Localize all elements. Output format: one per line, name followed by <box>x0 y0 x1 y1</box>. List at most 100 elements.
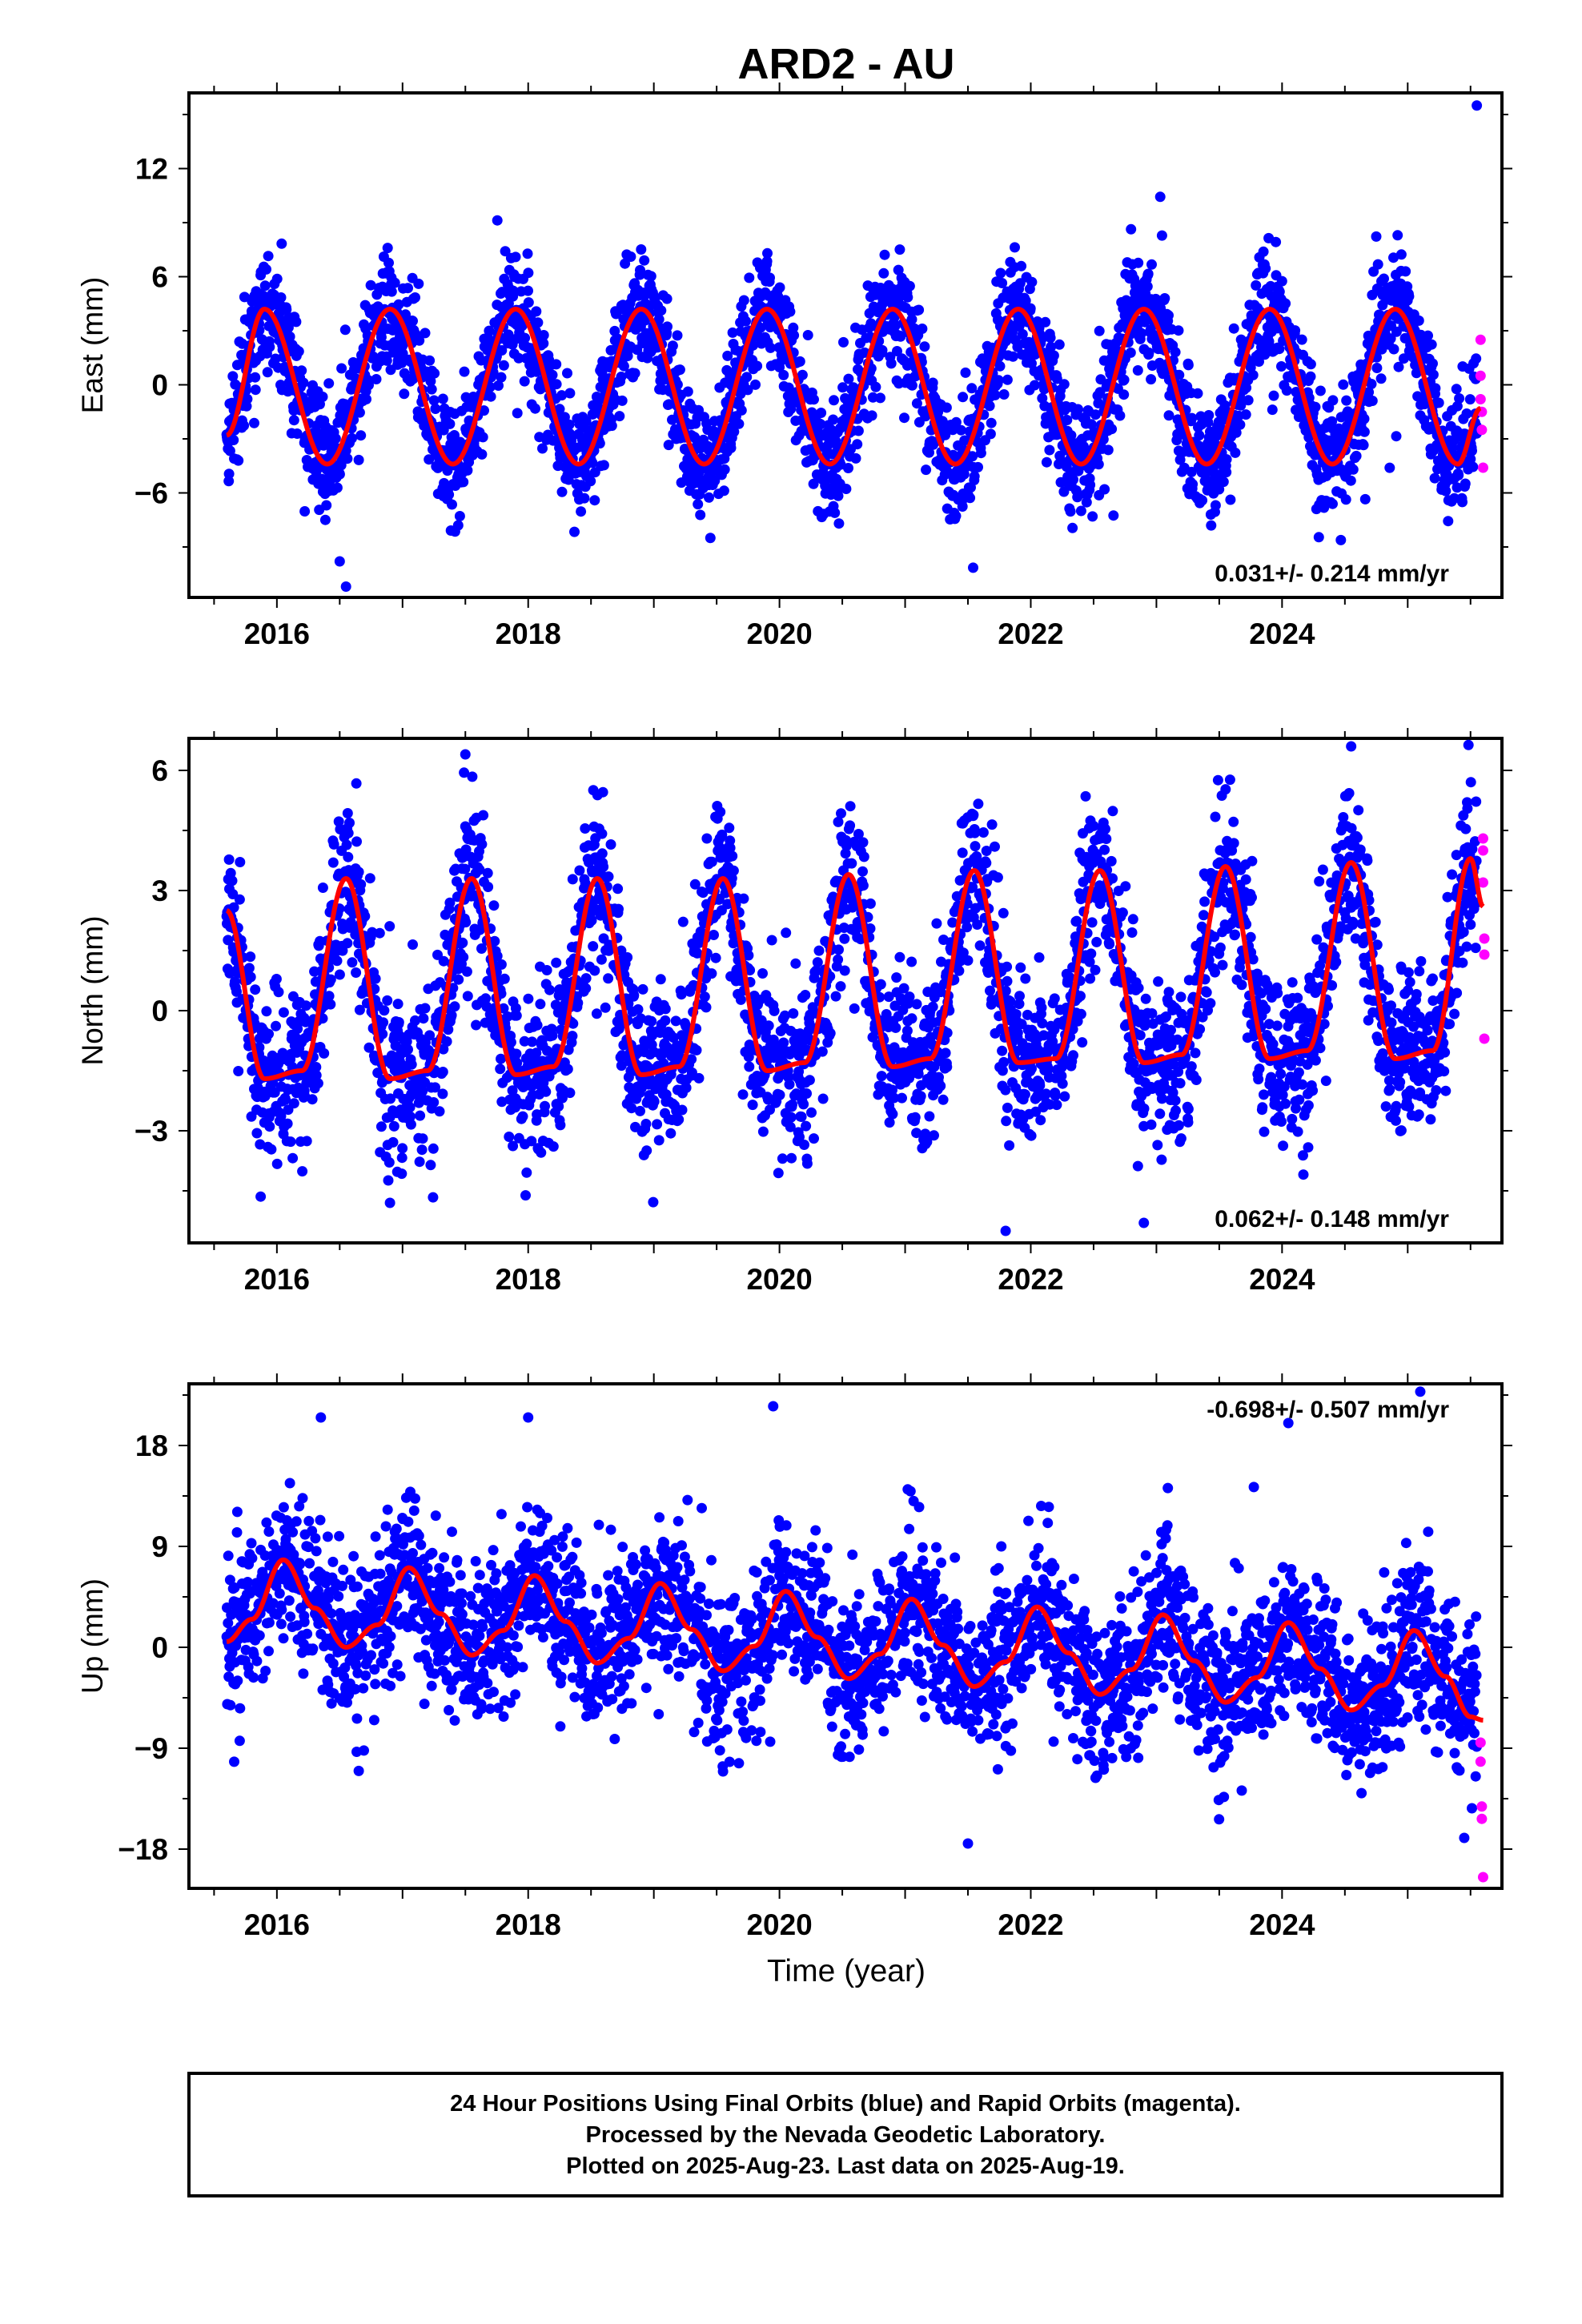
final-orbit-point <box>1451 384 1462 395</box>
final-orbit-point <box>1211 431 1222 442</box>
final-orbit-point <box>724 822 735 834</box>
final-orbit-point <box>333 816 344 827</box>
final-orbit-point <box>325 999 336 1010</box>
final-orbit-point <box>596 954 607 965</box>
final-orbit-point <box>741 316 751 327</box>
final-orbit-point <box>645 271 656 282</box>
final-orbit-point <box>484 381 496 392</box>
final-orbit-point <box>568 1018 579 1029</box>
final-orbit-point <box>1114 410 1126 421</box>
final-orbit-point <box>1156 230 1167 241</box>
final-orbit-point <box>319 514 331 525</box>
final-orbit-point <box>1281 385 1292 396</box>
final-orbit-point <box>339 324 351 336</box>
final-orbit-point <box>476 838 488 850</box>
final-orbit-point <box>458 476 469 488</box>
final-orbit-point <box>342 453 353 464</box>
final-orbit-point <box>646 1015 657 1027</box>
final-orbit-point <box>984 400 995 412</box>
final-orbit-point <box>598 460 609 471</box>
final-orbit-point <box>336 363 347 374</box>
final-orbit-point <box>512 408 523 419</box>
final-orbit-point <box>537 443 548 454</box>
final-orbit-point <box>606 420 617 432</box>
rapid-orbit-point <box>1475 334 1486 345</box>
final-orbit-point <box>917 324 928 334</box>
final-orbit-point <box>1020 296 1031 306</box>
final-orbit-point <box>510 251 521 263</box>
final-orbit-point <box>288 415 299 426</box>
final-orbit-point <box>444 418 456 429</box>
final-orbit-point <box>830 435 841 446</box>
final-orbit-point <box>765 342 776 353</box>
final-orbit-point <box>1194 430 1205 441</box>
final-orbit-point <box>378 1017 389 1028</box>
final-orbit-point <box>692 947 703 959</box>
final-orbit-point <box>889 320 901 332</box>
final-orbit-point <box>396 1168 408 1180</box>
final-orbit-point <box>271 974 282 984</box>
final-orbit-point <box>280 1094 291 1105</box>
final-orbit-point <box>796 1112 807 1122</box>
final-orbit-point <box>481 1001 492 1012</box>
final-orbit-point <box>857 837 869 848</box>
final-orbit-point <box>264 341 275 352</box>
final-orbit-point <box>410 1015 420 1026</box>
final-orbit-point <box>781 927 792 939</box>
final-orbit-point <box>1065 506 1076 517</box>
final-orbit-point <box>1290 325 1301 336</box>
final-orbit-point <box>648 1196 659 1208</box>
final-orbit-point <box>728 865 739 876</box>
final-orbit-point <box>351 967 362 978</box>
final-orbit-point <box>263 251 274 262</box>
final-orbit-point <box>359 911 371 922</box>
final-orbit-point <box>1007 351 1018 362</box>
final-orbit-point <box>1379 273 1389 284</box>
final-orbit-point <box>622 351 633 361</box>
final-orbit-point <box>307 1094 318 1105</box>
final-orbit-point <box>709 930 719 940</box>
final-orbit-point <box>1090 409 1101 420</box>
final-orbit-point <box>719 464 730 475</box>
final-orbit-point <box>363 1042 375 1053</box>
final-orbit-point <box>1221 467 1232 478</box>
final-orbit-point <box>288 1098 299 1109</box>
final-orbit-point <box>354 1004 365 1015</box>
x-tick-label: 2022 <box>998 1263 1063 1296</box>
final-orbit-point <box>453 974 464 985</box>
final-orbit-point <box>598 861 609 872</box>
x-tick-label: 2020 <box>746 617 812 650</box>
final-orbit-point <box>743 1051 754 1063</box>
final-orbit-point <box>757 1126 769 1137</box>
x-tick-label: 2016 <box>244 1263 310 1296</box>
final-orbit-point <box>878 267 889 279</box>
final-orbit-point <box>778 369 789 380</box>
final-orbit-point <box>625 251 636 262</box>
final-orbit-point <box>334 468 345 480</box>
final-orbit-point <box>480 993 492 1004</box>
final-orbit-point <box>441 1036 452 1047</box>
final-orbit-point <box>777 1153 788 1164</box>
final-orbit-point <box>540 1100 550 1112</box>
final-orbit-point <box>523 267 534 279</box>
final-orbit-point <box>520 332 531 344</box>
final-orbit-point <box>1372 259 1383 270</box>
final-orbit-point <box>741 372 753 383</box>
final-orbit-point <box>699 991 710 1003</box>
final-orbit-point <box>1359 426 1370 437</box>
final-orbit-point <box>911 398 922 409</box>
final-orbit-point <box>635 1105 645 1116</box>
final-orbit-point <box>331 482 343 493</box>
final-orbit-point <box>386 286 397 297</box>
final-orbit-point <box>968 562 978 573</box>
final-orbit-point <box>997 278 1008 288</box>
figure-title: ARD2 - AU <box>737 40 954 88</box>
final-orbit-point <box>544 984 555 995</box>
final-orbit-point <box>231 986 242 997</box>
final-orbit-point <box>1276 275 1287 287</box>
final-orbit-point <box>261 263 271 275</box>
final-orbit-point <box>789 330 800 341</box>
final-orbit-point <box>1276 361 1287 372</box>
final-orbit-point <box>538 330 549 340</box>
final-orbit-point <box>479 405 489 416</box>
